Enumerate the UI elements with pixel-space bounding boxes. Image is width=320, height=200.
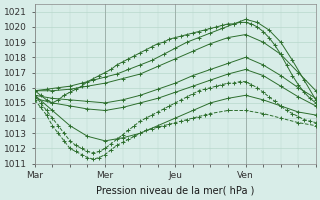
X-axis label: Pression niveau de la mer( hPa ): Pression niveau de la mer( hPa ) xyxy=(96,186,254,196)
